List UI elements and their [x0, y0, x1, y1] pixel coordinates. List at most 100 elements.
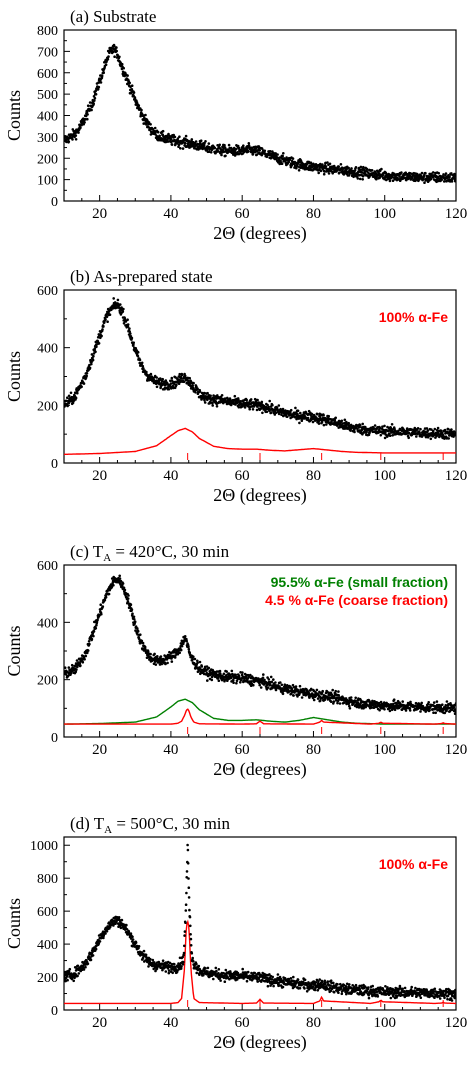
x-tick-label: 20 [92, 1015, 107, 1031]
measured-point [336, 701, 339, 705]
measured-point [223, 980, 227, 983]
panel-label-sub: A [103, 552, 111, 564]
measured-point [312, 698, 316, 702]
measured-point [168, 961, 172, 965]
measured-point [160, 137, 164, 141]
measured-point [303, 978, 307, 982]
measured-point [220, 153, 223, 157]
measured-point [184, 921, 187, 924]
measured-point [280, 413, 283, 417]
measured-point [424, 171, 427, 175]
y-tick-label: 200 [37, 971, 58, 986]
measured-point [161, 959, 165, 962]
measured-point [219, 672, 222, 675]
measured-point [126, 600, 130, 603]
measured-point [263, 149, 267, 153]
measured-point [205, 671, 208, 675]
measured-point [185, 870, 189, 873]
x-tick-label: 120 [445, 1015, 468, 1031]
measured-point [121, 582, 125, 585]
measured-point [118, 55, 121, 59]
measured-point [198, 660, 202, 664]
measured-point [331, 172, 335, 175]
measured-point [218, 669, 222, 673]
x-tick-label: 20 [92, 468, 107, 484]
measured-point [149, 372, 153, 376]
measured-point [239, 973, 243, 976]
measured-point [182, 953, 185, 957]
measured-point [94, 350, 97, 354]
measured-point [204, 967, 207, 970]
x-tick-label: 20 [92, 742, 107, 758]
measured-point [92, 102, 95, 106]
y-tick-label: 600 [37, 284, 58, 299]
measured-point [69, 391, 73, 395]
measured-point [258, 149, 262, 152]
measured-point [74, 134, 78, 137]
measured-point [252, 683, 255, 687]
measured-point [443, 428, 447, 432]
measured-point [213, 146, 217, 150]
measured-point [337, 694, 341, 697]
measured-point [423, 181, 426, 184]
measured-point [389, 177, 393, 180]
measured-point [206, 966, 210, 970]
measured-point [268, 973, 271, 976]
measured-point [260, 400, 264, 404]
measured-point [317, 980, 320, 983]
measured-point [452, 430, 456, 433]
measured-point [141, 364, 145, 368]
measured-point [235, 681, 238, 685]
measured-point [331, 688, 335, 692]
measured-point [192, 655, 195, 658]
measured-point [183, 930, 187, 933]
measured-point [322, 423, 326, 427]
measured-point [422, 177, 425, 181]
measured-point [171, 971, 174, 975]
measured-point [243, 406, 247, 409]
measured-point [239, 681, 242, 684]
measured-point [174, 654, 177, 657]
measured-point [106, 58, 110, 61]
measured-point [156, 655, 159, 658]
measured-point [323, 698, 327, 702]
x-tick-label: 20 [92, 206, 107, 222]
measured-point [258, 683, 262, 687]
measured-point [76, 964, 80, 968]
x-tick-label: 60 [235, 1015, 250, 1031]
measured-point [96, 618, 99, 622]
measured-point [137, 945, 141, 948]
measured-point [269, 984, 272, 987]
measured-point [176, 969, 179, 972]
measured-point [190, 138, 194, 141]
measured-point [404, 709, 408, 712]
y-tick-label: 700 [37, 45, 58, 60]
measured-point [83, 121, 86, 124]
x-axis-title: 2Θ (degrees) [213, 223, 306, 244]
measured-points [64, 574, 456, 715]
measured-point [128, 330, 131, 333]
measured-point [321, 689, 325, 693]
measured-point [96, 336, 100, 339]
measured-point [427, 701, 431, 704]
measured-point [93, 96, 97, 100]
measured-point [222, 672, 226, 676]
measured-point [173, 656, 177, 659]
measured-point [215, 969, 218, 973]
measured-point [214, 966, 218, 970]
measured-point [316, 697, 320, 700]
measured-point [249, 684, 253, 687]
measured-point [137, 104, 141, 107]
measured-point [444, 174, 447, 177]
measured-point [198, 390, 202, 393]
measured-point [81, 661, 85, 664]
measured-point [82, 382, 86, 385]
measured-point [296, 978, 300, 982]
measured-point [319, 699, 322, 702]
measured-point [339, 163, 343, 166]
measured-point [289, 977, 293, 980]
measured-point [277, 404, 281, 407]
measured-point [65, 140, 68, 144]
x-tick-label: 40 [163, 1015, 178, 1031]
